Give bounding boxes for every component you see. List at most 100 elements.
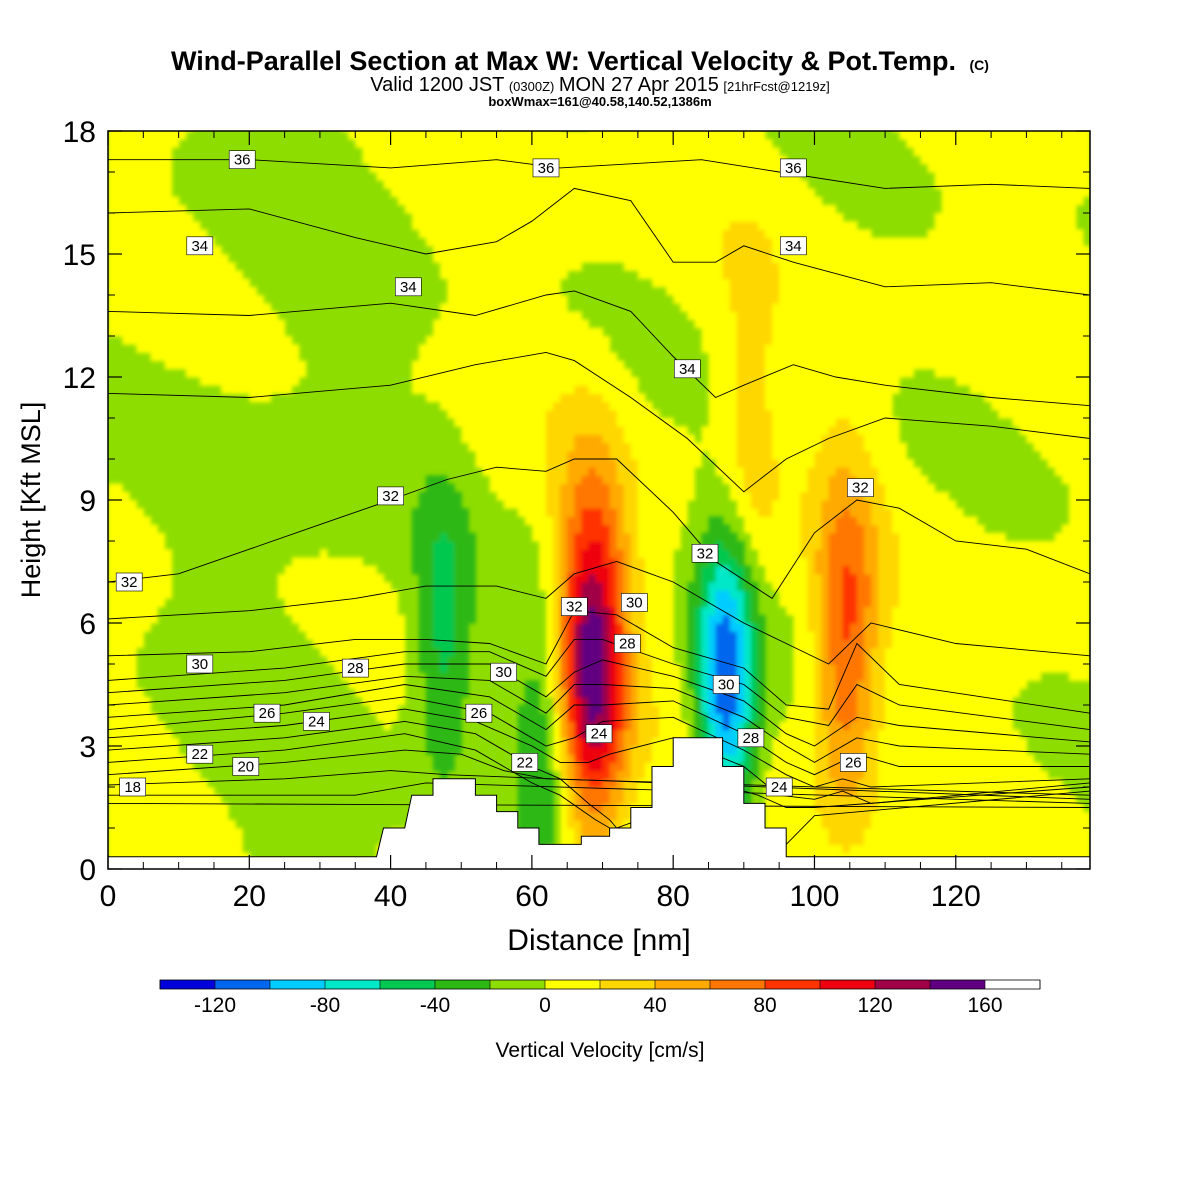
velocity-cell <box>567 172 575 181</box>
velocity-cell <box>772 516 780 526</box>
velocity-cell <box>680 221 688 230</box>
velocity-cell <box>680 475 688 485</box>
velocity-cell <box>164 254 173 263</box>
velocity-cell <box>440 614 448 624</box>
velocity-cell <box>673 541 681 550</box>
velocity-cell <box>517 475 526 485</box>
velocity-cell <box>772 196 780 206</box>
velocity-cell <box>637 237 646 247</box>
velocity-cell <box>588 196 597 206</box>
velocity-cell <box>736 549 745 558</box>
velocity-cell <box>440 221 448 230</box>
velocity-cell <box>376 680 385 690</box>
velocity-cell <box>383 582 392 591</box>
velocity-cell <box>758 483 766 493</box>
velocity-cell <box>440 344 448 353</box>
velocity-cell <box>673 204 681 214</box>
velocity-cell <box>538 770 547 780</box>
velocity-cell <box>546 459 554 468</box>
velocity-cell <box>659 541 667 550</box>
velocity-cell <box>433 172 441 181</box>
velocity-cell <box>595 582 604 591</box>
velocity-cell <box>659 467 667 476</box>
velocity-cell <box>242 360 250 370</box>
velocity-cell <box>171 311 180 321</box>
velocity-cell <box>772 795 780 804</box>
velocity-cell <box>108 508 116 517</box>
velocity-cell <box>524 286 533 296</box>
velocity-cell <box>680 729 688 739</box>
velocity-cell <box>722 549 731 558</box>
velocity-cell <box>319 647 328 657</box>
velocity-cell <box>637 623 646 632</box>
velocity-cell <box>376 696 385 706</box>
velocity-cell <box>143 524 151 534</box>
velocity-cell <box>221 377 229 386</box>
velocity-cell <box>185 778 194 788</box>
velocity-cell <box>708 204 717 214</box>
velocity-cell <box>616 401 625 411</box>
velocity-cell <box>659 705 667 714</box>
velocity-cell <box>475 393 484 403</box>
velocity-cell <box>235 278 243 288</box>
velocity-cell <box>637 155 646 165</box>
velocity-cell <box>694 270 703 280</box>
velocity-cell <box>383 147 392 157</box>
velocity-cell <box>115 762 123 772</box>
velocity-cell <box>362 139 370 148</box>
velocity-cell <box>157 532 166 542</box>
velocity-cell <box>164 737 173 747</box>
velocity-cell <box>397 631 406 640</box>
velocity-cell <box>440 155 448 165</box>
velocity-cell <box>736 713 745 722</box>
velocity-cell <box>454 729 462 739</box>
velocity-cell <box>616 245 625 255</box>
velocity-cell <box>524 491 533 501</box>
velocity-cell <box>736 557 745 567</box>
velocity-cell <box>758 286 766 296</box>
velocity-cell <box>108 606 116 616</box>
velocity-cell <box>602 237 611 247</box>
velocity-cell <box>433 557 441 567</box>
velocity-cell <box>157 746 166 755</box>
velocity-cell <box>553 483 561 493</box>
velocity-cell <box>574 688 582 698</box>
velocity-cell <box>595 516 604 526</box>
velocity-cell <box>305 598 314 608</box>
velocity-cell <box>143 549 151 558</box>
velocity-cell <box>411 532 420 542</box>
velocity-cell <box>150 844 159 854</box>
velocity-cell <box>595 426 604 435</box>
velocity-cell <box>722 213 731 222</box>
velocity-cell <box>722 131 731 140</box>
velocity-cell <box>489 360 498 370</box>
velocity-cell <box>115 590 123 599</box>
velocity-cell <box>256 327 265 337</box>
velocity-cell <box>115 196 123 206</box>
velocity-cell <box>228 836 236 845</box>
velocity-cell <box>425 713 434 722</box>
velocity-cell <box>581 377 589 386</box>
velocity-cell <box>666 524 674 534</box>
velocity-cell <box>630 245 639 255</box>
velocity-cell <box>531 770 540 780</box>
velocity-cell <box>129 828 137 837</box>
velocity-cell <box>708 278 717 288</box>
velocity-cell <box>616 516 625 526</box>
velocity-cell <box>729 295 738 304</box>
velocity-cell <box>546 664 554 673</box>
velocity-cell <box>652 672 660 681</box>
velocity-cell <box>722 344 731 353</box>
velocity-cell <box>765 393 773 403</box>
velocity-cell <box>609 778 618 788</box>
velocity-cell <box>560 754 568 763</box>
velocity-cell <box>553 664 561 673</box>
velocity-cell <box>595 639 604 649</box>
velocity-cell <box>108 327 116 337</box>
velocity-cell <box>659 565 667 575</box>
velocity-cell <box>722 565 731 575</box>
velocity-cell <box>743 500 752 509</box>
velocity-cell <box>729 655 738 665</box>
velocity-cell <box>722 311 731 321</box>
velocity-cell <box>440 368 448 378</box>
